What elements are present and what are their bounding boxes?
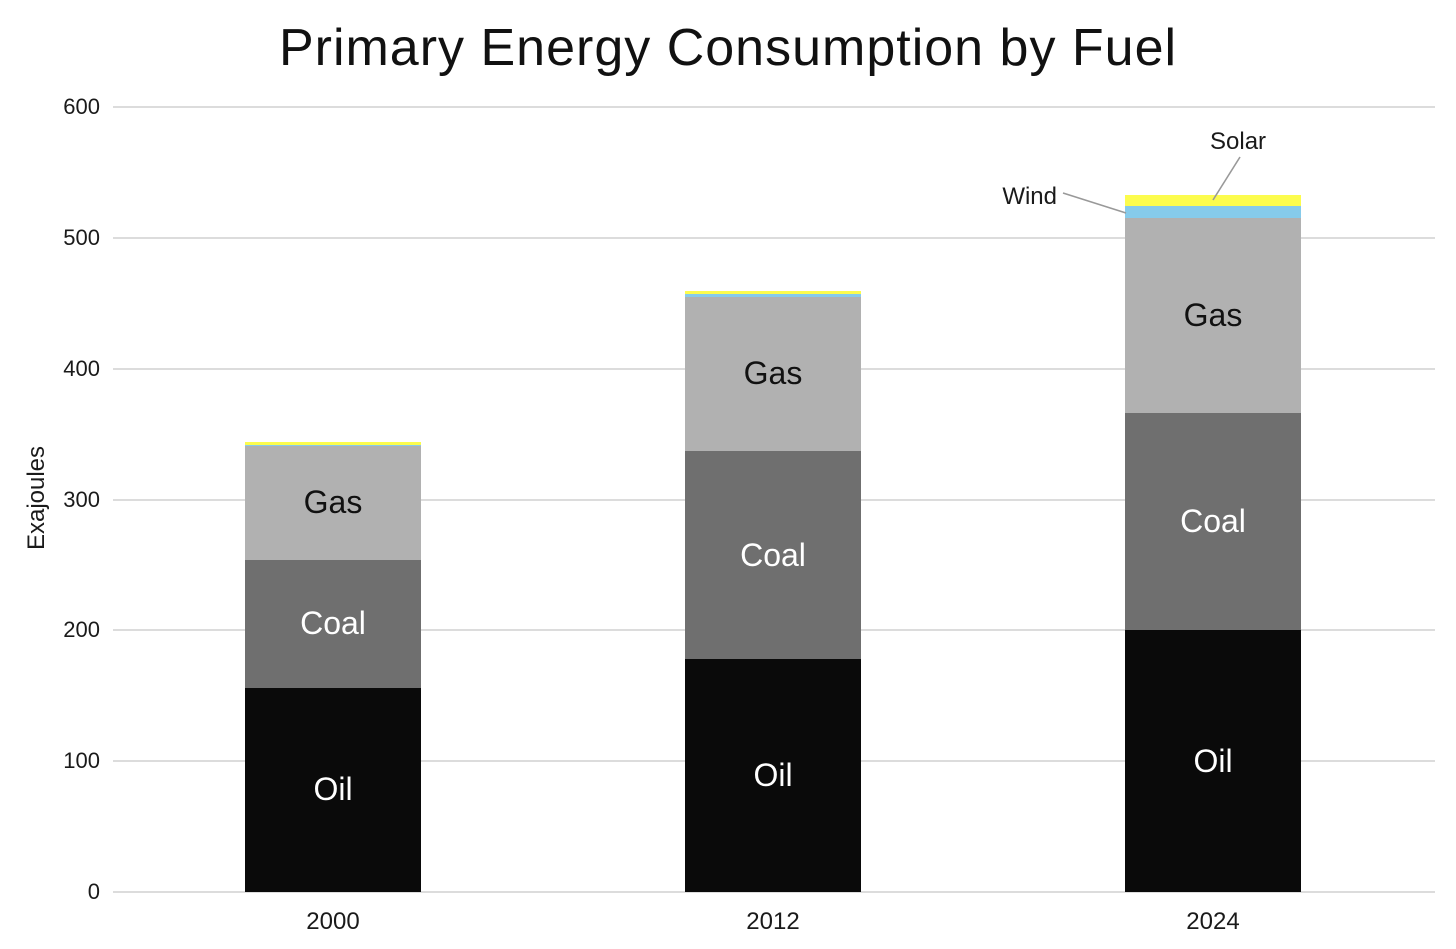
bar-segment-oil-2000: Oil [245, 687, 421, 892]
wind-leader-line [1062, 192, 1127, 214]
annotation-wind-label: Wind [1002, 183, 1057, 210]
chart-title: Primary Energy Consumption by Fuel [278, 19, 1178, 77]
bar-segment-label-gas-2024: Gas [1183, 297, 1243, 334]
gridline-0 [113, 891, 1435, 893]
bar-segment-coal-2000: Coal [245, 559, 421, 688]
x-tick-label-2024: 2024 [1186, 908, 1240, 935]
bar-segment-solar-2000 [245, 441, 421, 445]
y-tick-label-100: 100 [63, 748, 100, 774]
bar-segment-label-coal-2000: Coal [300, 605, 366, 642]
annotation-solar-label: Solar [1210, 128, 1267, 155]
bar-segment-coal-2012: Coal [685, 451, 861, 660]
bar-segment-wind-2000 [245, 444, 421, 446]
bar-segment-gas-2000: Gas [245, 445, 421, 560]
bar-segment-label-coal-2012: Coal [740, 536, 806, 573]
bar-segment-oil-2024: Oil [1125, 630, 1301, 892]
bar-segment-wind-2012 [685, 294, 861, 297]
bar-segment-label-gas-2012: Gas [743, 355, 803, 392]
bar-segment-label-oil-2000: Oil [313, 771, 353, 808]
x-tick-label-2000: 2000 [306, 908, 360, 935]
x-tick-label-2012: 2012 [746, 908, 800, 935]
bar-segment-solar-2024 [1125, 194, 1301, 207]
gridline-500 [113, 236, 1435, 239]
bar-segment-gas-2012: Gas [685, 296, 861, 452]
bar-segment-wind-2024 [1125, 206, 1301, 219]
bar-segment-label-oil-2024: Oil [1193, 742, 1233, 779]
y-tick-label-600: 600 [63, 94, 100, 119]
bar-segment-solar-2012 [685, 291, 861, 295]
bar-segment-label-oil-2012: Oil [753, 757, 793, 794]
y-tick-label-400: 400 [63, 355, 100, 381]
y-tick-label-300: 300 [63, 486, 100, 512]
bar-segment-label-gas-2000: Gas [303, 484, 363, 521]
bar-segment-label-coal-2024: Coal [1180, 503, 1246, 540]
gridline-600 [113, 106, 1435, 108]
y-tick-label-200: 200 [63, 617, 100, 643]
bar-segment-oil-2012: Oil [685, 659, 861, 892]
y-tick-label-500: 500 [63, 224, 100, 250]
bar-segment-gas-2024: Gas [1125, 218, 1301, 414]
bar-segment-coal-2024: Coal [1125, 413, 1301, 631]
solar-leader-line [1212, 156, 1241, 201]
y-tick-label-0: 0 [87, 879, 100, 904]
